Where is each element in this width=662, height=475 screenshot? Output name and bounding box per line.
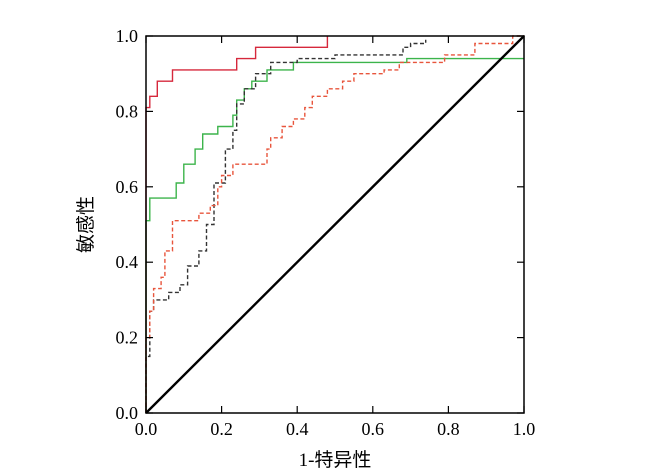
y-tick-label: 0.6 [116,177,139,197]
series-line-1 [145,36,329,413]
axis-ticks: 0.0 0.2 0.4 0.6 0.8 1.0 0.0 0.2 0.4 0.6 0.8 1.0 [116,26,536,439]
series-line-2 [145,57,524,413]
x-tick-label: 0.6 [362,419,385,439]
series-layer [145,35,525,414]
y-axis-label: 敏感性 [75,196,97,253]
y-tick-label: 0.4 [116,252,139,272]
series-line-3 [145,39,427,413]
series-line-5 [145,35,525,414]
series-line-4 [145,35,524,413]
x-axis-label: 1-特异性 [299,449,372,471]
y-tick-label: 0.8 [116,101,139,121]
y-tick-label: 0.0 [116,403,139,423]
x-tick-label: 0.8 [437,419,460,439]
x-tick-label: 1.0 [513,419,536,439]
y-tick-label: 1.0 [116,26,139,46]
x-tick-label: 0.2 [210,419,233,439]
x-tick-label: 0.4 [286,419,309,439]
y-tick-label: 0.2 [116,328,139,348]
plot-frame [145,35,525,414]
x-tick-label: 0.0 [135,419,158,439]
